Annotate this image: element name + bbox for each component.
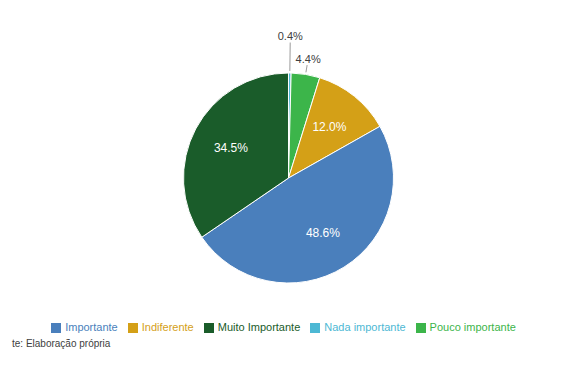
svg-text:12.0%: 12.0% [312,120,346,134]
svg-text:0.4%: 0.4% [278,30,303,42]
html-text:te: Elaboração própria: te: Elaboração própria [12,338,111,349]
html-text:Pouco importante: Pouco importante [429,320,516,333]
svg-text:4.4%: 4.4% [296,53,321,65]
html-text:Importante: Importante [65,320,118,333]
html-text:Indiferente: Indiferente [141,320,194,333]
svg-text:48.6%: 48.6% [306,226,340,240]
svg-text:34.5%: 34.5% [214,141,248,155]
html-text:Nada importante: Nada importante [324,320,406,333]
html-text:Muito Importante: Muito Importante [217,320,301,333]
